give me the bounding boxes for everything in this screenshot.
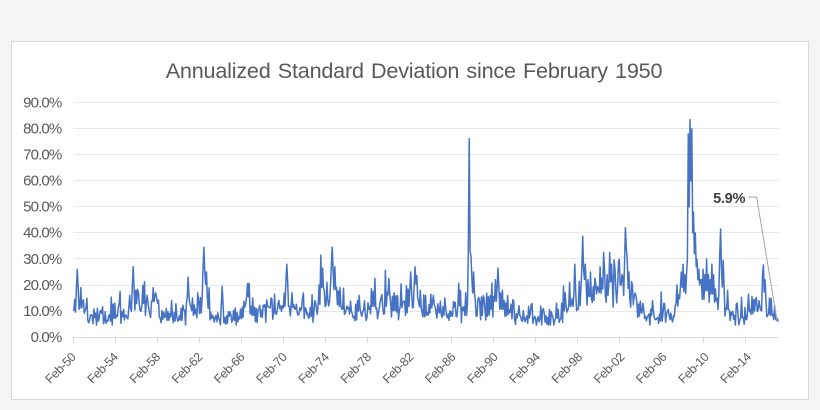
svg-text:Feb-90: Feb-90 [464,350,500,386]
svg-text:Feb-14: Feb-14 [718,350,754,386]
svg-text:Feb-06: Feb-06 [633,350,669,386]
svg-text:Annualized Standard Deviation: Annualized Standard Deviation since Febr… [166,58,663,83]
svg-text:Feb-62: Feb-62 [169,350,205,386]
svg-text:50.0%: 50.0% [23,199,62,216]
svg-text:90.0%: 90.0% [23,95,62,112]
svg-text:Feb-58: Feb-58 [127,350,163,386]
svg-text:Feb-86: Feb-86 [422,350,458,386]
svg-text:Feb-94: Feb-94 [507,350,543,386]
svg-text:40.0%: 40.0% [23,225,62,242]
svg-text:Feb-50: Feb-50 [42,350,78,386]
svg-text:Feb-70: Feb-70 [253,350,289,386]
svg-text:Feb-98: Feb-98 [549,350,585,386]
svg-text:30.0%: 30.0% [23,251,62,268]
svg-text:70.0%: 70.0% [23,147,62,164]
svg-text:Feb-10: Feb-10 [675,350,711,386]
svg-text:60.0%: 60.0% [23,173,62,190]
svg-text:Feb-66: Feb-66 [211,350,247,386]
svg-text:20.0%: 20.0% [23,277,62,294]
svg-text:Feb-74: Feb-74 [296,350,332,386]
svg-text:Feb-78: Feb-78 [338,350,374,386]
svg-text:0.0%: 0.0% [31,329,62,346]
svg-text:10.0%: 10.0% [23,303,62,320]
svg-text:Feb-54: Feb-54 [85,350,121,386]
svg-text:Feb-02: Feb-02 [591,350,627,386]
svg-text:80.0%: 80.0% [23,121,62,138]
svg-text:5.9%: 5.9% [713,191,745,207]
svg-text:Feb-82: Feb-82 [380,350,416,386]
